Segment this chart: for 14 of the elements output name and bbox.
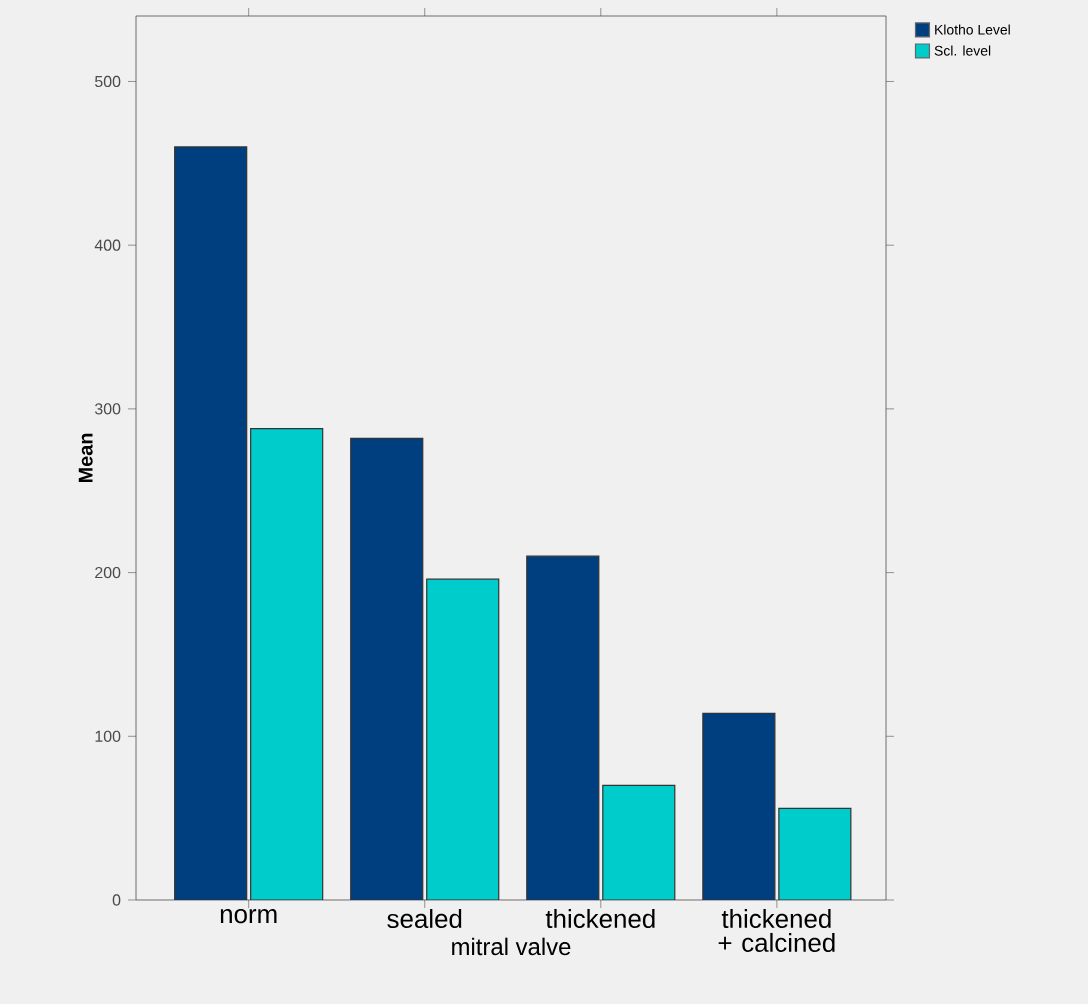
bar — [702, 712, 776, 900]
x-tick-label: thickened — [545, 909, 655, 929]
x-tick-label: thickened + calcined — [718, 909, 835, 952]
x-tick-label: norm — [220, 909, 277, 924]
x-axis-title: mitral valve — [452, 937, 571, 956]
bar — [250, 428, 323, 900]
bar — [778, 807, 852, 900]
bar — [602, 785, 675, 900]
bar — [426, 579, 499, 900]
bar — [526, 556, 599, 900]
bar — [174, 146, 247, 900]
x-tick-label: sealed — [387, 909, 462, 929]
bar — [350, 438, 423, 900]
y-axis-title: Mean — [78, 433, 93, 483]
